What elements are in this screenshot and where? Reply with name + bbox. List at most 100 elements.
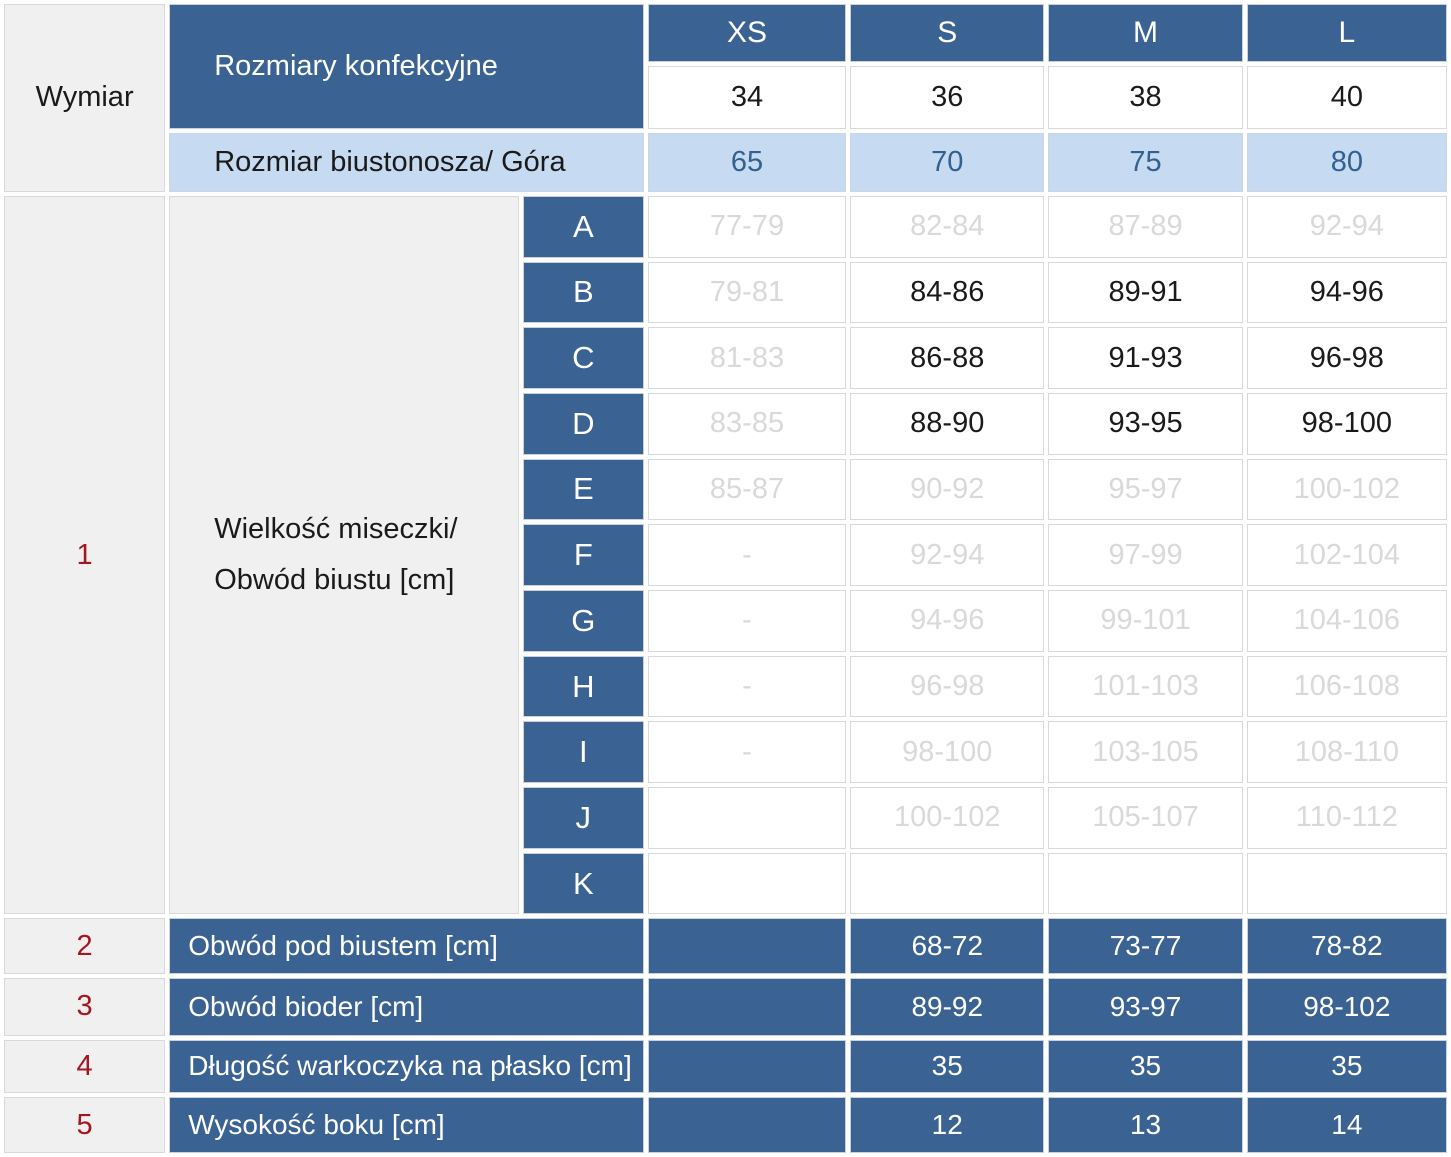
- cup-row-a: 1 Wielkość miseczki/ Obwód biustu [cm] A…: [4, 195, 1447, 915]
- section1-index: 1: [4, 195, 166, 915]
- cup-letter-k: K: [522, 852, 644, 915]
- measure-row-hips: 3 Obwód bioder [cm] 89-92 93-97 98-102: [4, 977, 1447, 1036]
- header-row-bra: Rozmiar biustonosza/ Góra 65 70 75 80: [4, 133, 1447, 192]
- confection-size-m: 38: [1048, 65, 1243, 130]
- cup-letter-d: D: [522, 392, 644, 455]
- bra-size-s: 70: [850, 133, 1045, 192]
- corner-wymiar-cell: Wymiar: [4, 4, 166, 192]
- cup-f-l-value: 102-104: [1246, 524, 1447, 586]
- cup-row-h: H - 96-98 101-103 106-108: [4, 655, 1447, 718]
- cup-c-m-value: 91-93: [1048, 327, 1243, 389]
- header-row-confection: 34 36 38 40: [4, 65, 1447, 130]
- cup-a-m-value: 87-89: [1048, 195, 1243, 258]
- row4-index: 4: [4, 1039, 166, 1094]
- cup-i-l-value: 108-110: [1246, 721, 1447, 784]
- cup-b-s-value: 84-86: [850, 261, 1045, 324]
- cup-row-k: K: [4, 852, 1447, 915]
- row2-index: 2: [4, 918, 166, 974]
- cup-g-s-value: 94-96: [850, 590, 1045, 652]
- cup-e-s-value: 90-92: [850, 458, 1045, 521]
- row3-m-value: 93-97: [1048, 977, 1243, 1036]
- cup-c-xs-value: 81-83: [647, 327, 847, 389]
- cup-j-xs-value: [647, 787, 847, 849]
- row5-xs-value: [647, 1097, 847, 1153]
- cup-row-j: J 100-102 105-107 110-112: [4, 787, 1447, 849]
- cup-j-m-value: 105-107: [1048, 787, 1243, 849]
- bra-size-m: 75: [1048, 133, 1243, 192]
- cup-letter-a: A: [522, 195, 644, 258]
- row4-s-value: 35: [850, 1039, 1045, 1094]
- cup-b-l-value: 94-96: [1246, 261, 1447, 324]
- measure-row-side-height: 5 Wysokość boku [cm] 12 13 14: [4, 1097, 1447, 1153]
- cup-e-xs-value: 85-87: [647, 458, 847, 521]
- confection-title-cell: Rozmiary konfekcyjne: [169, 4, 644, 130]
- bra-size-row-label: Rozmiar biustonosza/ Góra: [169, 133, 644, 192]
- row4-m-value: 35: [1048, 1039, 1243, 1094]
- cup-row-b: B 79-81 84-86 89-91 94-96: [4, 261, 1447, 324]
- cup-letter-j: J: [522, 787, 644, 849]
- row5-l-value: 14: [1246, 1097, 1447, 1153]
- row3-xs-value: [647, 977, 847, 1036]
- row2-m-value: 73-77: [1048, 918, 1243, 974]
- cup-b-m-value: 89-91: [1048, 261, 1243, 324]
- cup-g-xs-value: -: [647, 590, 847, 652]
- cup-row-i: I - 98-100 103-105 108-110: [4, 721, 1447, 784]
- row3-label: Obwód bioder [cm]: [169, 977, 644, 1036]
- confection-size-l: 40: [1246, 65, 1447, 130]
- confection-size-xs: 34: [647, 65, 847, 130]
- cup-h-s-value: 96-98: [850, 655, 1045, 718]
- cup-c-l-value: 96-98: [1246, 327, 1447, 389]
- cup-i-m-value: 103-105: [1048, 721, 1243, 784]
- cup-k-m-value: [1048, 852, 1243, 915]
- cup-e-l-value: 100-102: [1246, 458, 1447, 521]
- cup-letter-b: B: [522, 261, 644, 324]
- measure-row-underbust: 2 Obwód pod biustem [cm] 68-72 73-77 78-…: [4, 918, 1447, 974]
- cup-k-l-value: [1246, 852, 1447, 915]
- cup-row-e: E 85-87 90-92 95-97 100-102: [4, 458, 1447, 521]
- row4-xs-value: [647, 1039, 847, 1094]
- row5-m-value: 13: [1048, 1097, 1243, 1153]
- cup-row-d: D 83-85 88-90 93-95 98-100: [4, 392, 1447, 455]
- cup-g-l-value: 104-106: [1246, 590, 1447, 652]
- bra-size-l: 80: [1246, 133, 1447, 192]
- row3-l-value: 98-102: [1246, 977, 1447, 1036]
- cup-i-s-value: 98-100: [850, 721, 1045, 784]
- row3-s-value: 89-92: [850, 977, 1045, 1036]
- cup-letter-i: I: [522, 721, 644, 784]
- cup-g-m-value: 99-101: [1048, 590, 1243, 652]
- cup-row-g: G - 94-96 99-101 104-106: [4, 590, 1447, 652]
- row2-label: Obwód pod biustem [cm]: [169, 918, 644, 974]
- cup-h-m-value: 101-103: [1048, 655, 1243, 718]
- cup-row-c: C 81-83 86-88 91-93 96-98: [4, 327, 1447, 389]
- cup-k-xs-value: [647, 852, 847, 915]
- cup-letter-c: C: [522, 327, 644, 389]
- cup-letter-f: F: [522, 524, 644, 586]
- cup-d-m-value: 93-95: [1048, 392, 1243, 455]
- cup-e-m-value: 95-97: [1048, 458, 1243, 521]
- row2-s-value: 68-72: [850, 918, 1045, 974]
- cup-a-l-value: 92-94: [1246, 195, 1447, 258]
- confection-size-s: 36: [850, 65, 1045, 130]
- size-header-s: S: [850, 4, 1045, 62]
- size-header-l: L: [1246, 4, 1447, 62]
- measure-row-braid-length: 4 Długość warkoczyka na płasko [cm] 35 3…: [4, 1039, 1447, 1094]
- cup-f-xs-value: -: [647, 524, 847, 586]
- cup-row-f: F - 92-94 97-99 102-104: [4, 524, 1447, 586]
- cup-label-line1: Wielkość miseczki/: [214, 513, 458, 546]
- size-header-xs: XS: [647, 4, 847, 62]
- cup-i-xs-value: -: [647, 721, 847, 784]
- row3-index: 3: [4, 977, 166, 1036]
- cup-a-s-value: 82-84: [850, 195, 1045, 258]
- row2-xs-value: [647, 918, 847, 974]
- size-header-m: M: [1048, 4, 1243, 62]
- cup-size-label-cell: Wielkość miseczki/ Obwód biustu [cm]: [169, 195, 519, 915]
- cup-letter-g: G: [522, 590, 644, 652]
- cup-h-l-value: 106-108: [1246, 655, 1447, 718]
- cup-f-m-value: 97-99: [1048, 524, 1243, 586]
- cup-b-xs-value: 79-81: [647, 261, 847, 324]
- cup-j-s-value: 100-102: [850, 787, 1045, 849]
- cup-label-line2: Obwód biustu [cm]: [214, 564, 455, 597]
- cup-j-l-value: 110-112: [1246, 787, 1447, 849]
- cup-letter-e: E: [522, 458, 644, 521]
